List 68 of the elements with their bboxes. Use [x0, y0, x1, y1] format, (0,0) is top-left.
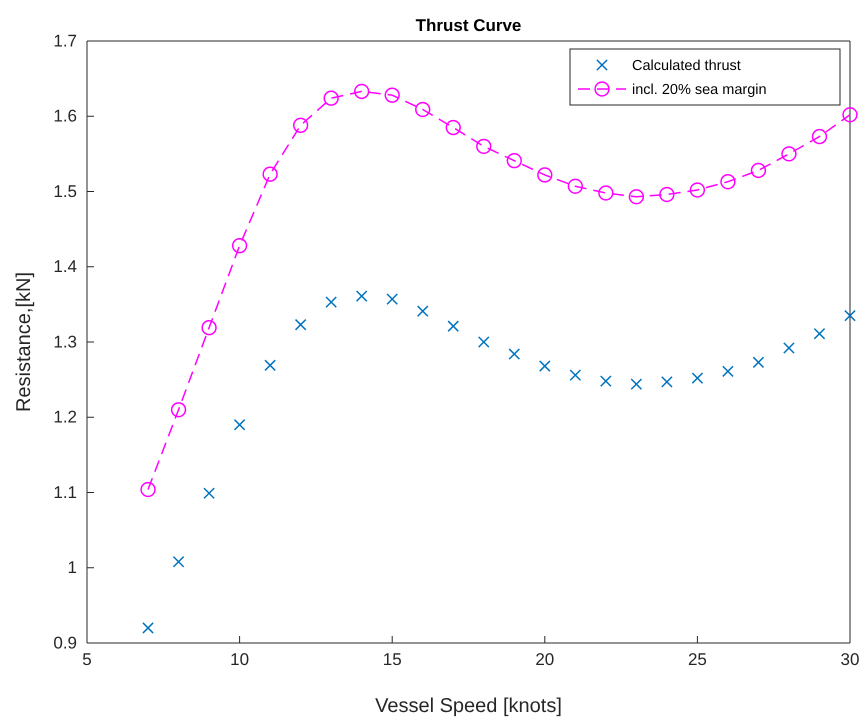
point [203, 487, 215, 500]
point [508, 348, 520, 360]
point [142, 622, 154, 634]
point [354, 84, 370, 100]
point [692, 372, 704, 384]
x-tick-label: 15 [382, 650, 402, 670]
y-tick-label: 1.4 [53, 257, 77, 276]
point [661, 376, 673, 388]
point [446, 120, 461, 136]
y-tick-label: 0.9 [53, 633, 77, 652]
point [812, 128, 828, 144]
point [356, 290, 368, 302]
y-tick-label: 1.1 [53, 482, 77, 502]
point [232, 238, 248, 254]
point [628, 189, 644, 204]
y-axis-title: Resistance,[kN] [13, 272, 35, 412]
x-tick-label: 5 [82, 650, 92, 670]
point [630, 378, 642, 390]
point [722, 365, 734, 378]
point [506, 153, 522, 168]
point [476, 138, 492, 154]
point [172, 556, 184, 568]
point [234, 418, 246, 431]
point [264, 359, 276, 372]
point [750, 162, 766, 178]
chart-title: Thrust Curve [416, 16, 522, 35]
point [478, 336, 490, 348]
x-axis-title: Vessel Speed [knots] [375, 695, 562, 717]
point [538, 360, 551, 372]
point [781, 146, 797, 162]
point [783, 342, 795, 354]
point [600, 375, 612, 387]
y-tick-label: 1.7 [53, 31, 77, 50]
point [325, 296, 338, 308]
point [201, 320, 217, 336]
point [447, 320, 460, 332]
x-tick-label: 20 [535, 650, 554, 670]
point [140, 482, 156, 498]
point [262, 166, 278, 182]
point [384, 88, 400, 103]
point [598, 185, 614, 201]
point [814, 328, 826, 340]
point [416, 305, 429, 318]
point [415, 102, 430, 118]
point [569, 369, 582, 381]
point [324, 90, 339, 106]
y-tick-label: 1.5 [53, 182, 77, 201]
point [568, 178, 583, 194]
y-tick-label: 1 [68, 558, 77, 578]
x-tick-label: 30 [840, 650, 860, 670]
point [537, 167, 552, 183]
point [690, 182, 706, 198]
y-tick-label: 1.3 [53, 332, 77, 352]
legend-label: Calculated thrust [632, 58, 741, 74]
point [386, 293, 398, 305]
x-tick-label: 10 [230, 650, 250, 670]
point [752, 356, 764, 368]
point [844, 310, 856, 322]
point [294, 318, 307, 331]
point [170, 402, 186, 418]
point [842, 107, 858, 122]
x-tick-label: 25 [688, 650, 707, 670]
point [659, 186, 675, 202]
y-tick-label: 1.2 [53, 408, 77, 427]
legend-label: incl. 20% sea margin [632, 82, 767, 98]
point [292, 118, 308, 133]
point [720, 174, 736, 190]
y-tick-label: 1.6 [53, 106, 77, 126]
